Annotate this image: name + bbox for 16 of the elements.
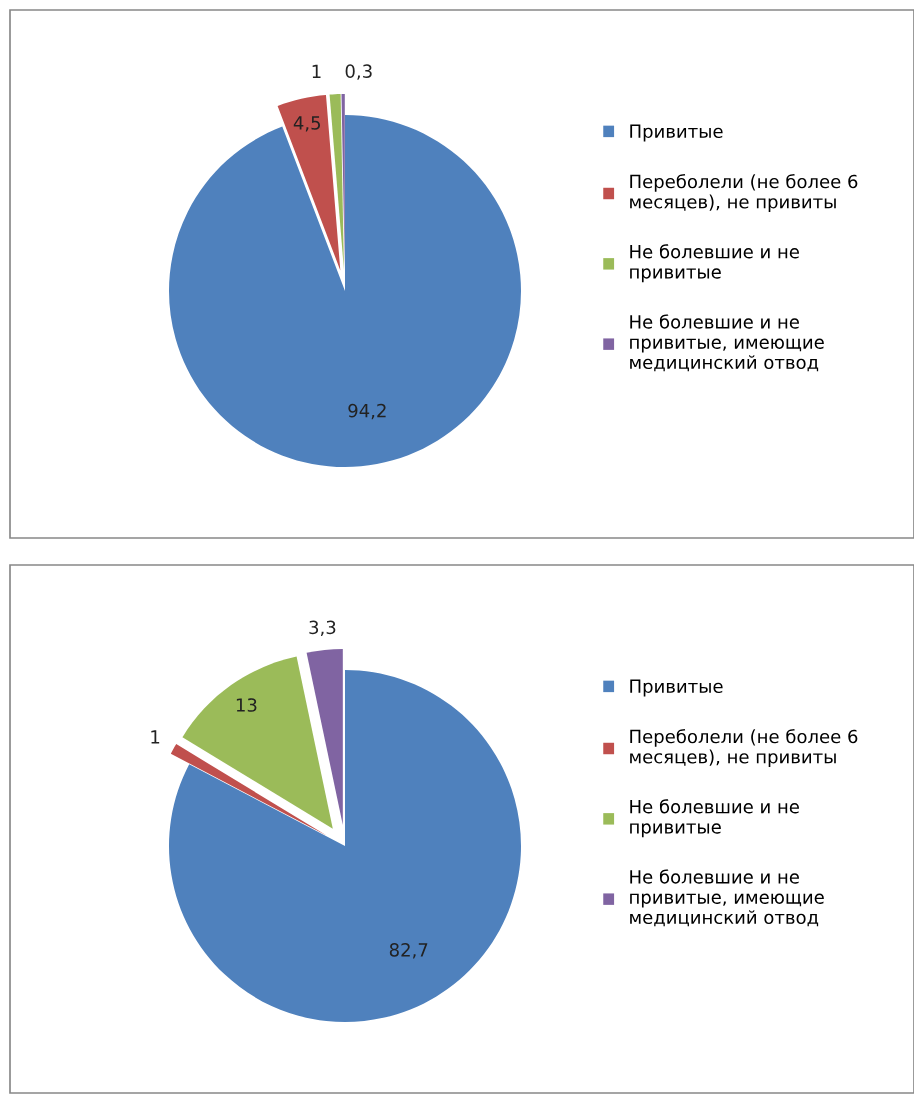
data-label: 82,7: [389, 943, 428, 959]
data-label: 1: [312, 64, 321, 79]
legend-label: Привитые: [630, 679, 723, 697]
legend-label: Переболели (не более 6 месяцев), не привиты: [630, 174, 858, 213]
legend-label: Не болевшие и не привитые: [630, 799, 799, 838]
data-label: 0,3: [345, 64, 372, 80]
legend-label: Привитые: [630, 124, 723, 142]
legend-label: Не болевшие и не привитые: [630, 244, 799, 283]
legend-label: Не болевшие и не привитые, имеющие медицинский отвод: [630, 314, 824, 372]
data-label: 1: [151, 730, 160, 744]
data-label: 3,3: [309, 620, 336, 637]
legend-label: Не болевшие и не привитые, имеющие медицинский отвод: [630, 869, 824, 927]
data-label: 94,2: [348, 403, 386, 420]
data-label: 13: [236, 698, 257, 712]
data-label: 4,5: [293, 116, 321, 132]
legend-label: Переболели (не более 6 месяцев), не привиты: [630, 729, 858, 768]
